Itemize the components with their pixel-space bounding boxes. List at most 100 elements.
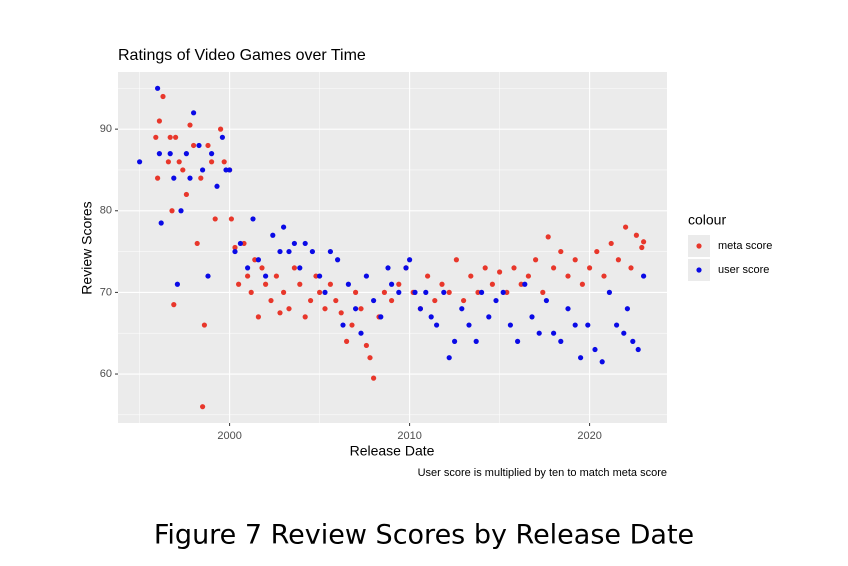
point — [511, 265, 517, 271]
point — [209, 151, 215, 157]
point — [551, 265, 557, 271]
point — [302, 240, 308, 247]
point — [205, 142, 211, 149]
point — [291, 240, 297, 247]
point — [515, 338, 521, 344]
point — [248, 289, 254, 295]
point — [459, 306, 465, 312]
point — [174, 281, 180, 287]
point — [500, 289, 506, 295]
point — [543, 297, 550, 304]
legend-title: colour — [688, 212, 726, 228]
point — [232, 248, 238, 255]
point — [579, 281, 586, 287]
point — [281, 289, 287, 295]
point — [572, 257, 578, 263]
point — [453, 257, 459, 263]
point — [353, 306, 359, 312]
point — [183, 191, 189, 198]
point — [446, 289, 452, 295]
legend-label: user score — [718, 264, 769, 276]
point — [286, 306, 292, 312]
point — [212, 216, 218, 222]
point — [441, 289, 447, 295]
point — [201, 322, 207, 328]
point — [630, 338, 636, 344]
point — [468, 273, 474, 279]
point — [160, 93, 166, 100]
point — [551, 330, 557, 336]
point — [497, 269, 503, 275]
point — [219, 134, 225, 140]
point — [358, 306, 364, 312]
point — [194, 240, 200, 247]
point — [340, 322, 346, 328]
point — [263, 273, 269, 279]
point — [493, 297, 499, 304]
point — [171, 302, 177, 308]
point — [389, 281, 395, 287]
figure-caption: Figure 7 Review Scores by Release Date — [154, 520, 694, 551]
point — [482, 265, 488, 271]
point — [322, 306, 328, 312]
point — [396, 281, 402, 287]
point — [205, 273, 211, 279]
x-axis-label: Release Date — [350, 443, 435, 459]
point — [403, 265, 409, 271]
point — [461, 297, 467, 304]
point — [446, 355, 452, 361]
point — [623, 224, 629, 230]
point — [200, 167, 206, 173]
point — [270, 232, 276, 238]
point — [232, 244, 238, 251]
point — [371, 297, 377, 304]
point — [309, 248, 315, 255]
point — [533, 257, 539, 263]
point — [428, 314, 434, 320]
point — [633, 232, 640, 238]
point — [594, 248, 600, 255]
point — [641, 239, 647, 245]
point — [191, 142, 197, 149]
point — [218, 126, 224, 132]
point — [432, 297, 438, 304]
y-tick-label: 60 — [100, 368, 112, 380]
point — [608, 240, 614, 247]
point — [286, 248, 292, 255]
point — [479, 289, 485, 295]
point — [639, 244, 645, 251]
point — [529, 314, 535, 320]
point — [173, 134, 179, 140]
point — [245, 265, 251, 271]
point — [183, 151, 189, 157]
point — [308, 297, 314, 304]
point — [525, 273, 532, 279]
point — [518, 281, 524, 287]
point — [237, 240, 243, 247]
point — [486, 314, 492, 320]
point — [155, 85, 161, 91]
point — [198, 175, 204, 181]
point — [263, 281, 269, 287]
point — [601, 273, 607, 279]
x-tick-label: 2010 — [397, 430, 421, 442]
point — [396, 289, 402, 295]
point — [358, 330, 364, 336]
y-tick-label: 90 — [100, 123, 112, 135]
point — [624, 306, 631, 312]
legend-marker — [696, 243, 702, 249]
point — [180, 167, 186, 173]
legend-marker — [696, 267, 702, 273]
x-tick-label: 2020 — [577, 430, 601, 442]
point — [158, 220, 164, 226]
point — [322, 289, 328, 295]
point — [281, 224, 287, 230]
point — [297, 281, 303, 287]
point — [178, 208, 184, 214]
point — [255, 257, 261, 263]
point — [277, 248, 283, 255]
point — [473, 338, 479, 344]
point — [317, 273, 323, 279]
point — [585, 322, 591, 328]
point — [223, 167, 229, 173]
